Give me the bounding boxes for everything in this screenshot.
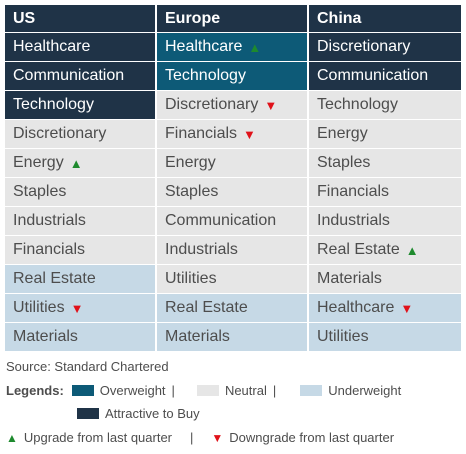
sector-label: Energy xyxy=(165,154,216,171)
column-header-europe: Europe xyxy=(157,5,307,32)
sector-cell-europe: Energy xyxy=(157,149,307,177)
legend-row-2: Attractive to Buy xyxy=(77,406,200,421)
downgrade-arrow-icon: ▼ xyxy=(211,430,224,445)
legend-separator: | xyxy=(190,430,194,445)
upgrade-arrow-icon: ▲ xyxy=(248,39,262,55)
sector-label: Real Estate xyxy=(13,270,96,287)
sector-label: Discretionary xyxy=(317,38,411,55)
sector-label: Industrials xyxy=(13,212,86,229)
column-header-china: China xyxy=(309,5,461,32)
sector-label: Utilities xyxy=(317,328,369,345)
sector-label: Financials xyxy=(165,125,238,142)
upgrade-arrow-icon: ▲ xyxy=(405,242,419,258)
sector-cell-europe: Staples xyxy=(157,178,307,206)
sector-cell-us: Real Estate xyxy=(5,265,155,293)
sector-cell-us: Financials xyxy=(5,236,155,264)
upgrade-arrow-icon: ▲ xyxy=(69,155,83,171)
sector-cell-us: Healthcare xyxy=(5,33,155,61)
sector-label: Financials xyxy=(317,183,390,200)
sector-label: Staples xyxy=(165,183,219,200)
sector-cell-us: Materials xyxy=(5,323,155,351)
sector-cell-china: Technology xyxy=(309,91,461,119)
sector-cell-china: Materials xyxy=(309,265,461,293)
sector-label: Communication xyxy=(13,67,125,84)
sector-label: Discretionary xyxy=(13,125,107,142)
sector-label: Industrials xyxy=(317,212,390,229)
sector-cell-china: Financials xyxy=(309,178,461,206)
sector-label: Real Estate xyxy=(165,299,248,316)
overweight-swatch xyxy=(71,385,94,396)
downgrade-arrow-icon: ▼ xyxy=(243,126,256,142)
sector-label: Technology xyxy=(13,96,94,113)
sector-cell-china: Healthcare ▼ xyxy=(309,294,461,322)
sector-label: Discretionary xyxy=(165,96,259,113)
attractive-swatch xyxy=(77,408,99,419)
sector-cell-europe: Utilities xyxy=(157,265,307,293)
legend-neutral: Neutral xyxy=(224,383,267,398)
sector-label: Energy xyxy=(317,125,368,142)
sector-cell-us: Communication xyxy=(5,62,155,90)
legend-underweight: Underweight xyxy=(328,383,402,398)
sector-cell-europe: Communication xyxy=(157,207,307,235)
sector-label: Materials xyxy=(165,328,230,345)
sector-label: Healthcare xyxy=(165,38,243,55)
sector-cell-us: Utilities ▼ xyxy=(5,294,155,322)
legend-row-1: Legends: Overweight | Neutral | Underwei… xyxy=(6,383,401,398)
underweight-swatch xyxy=(300,385,323,396)
legend-attractive: Attractive to Buy xyxy=(105,406,200,421)
sector-label: Financials xyxy=(13,241,86,258)
sector-cell-us: Industrials xyxy=(5,207,155,235)
sector-cell-europe: Discretionary ▼ xyxy=(157,91,307,119)
sector-cell-us: Staples xyxy=(5,178,155,206)
legend-separator: | xyxy=(272,383,277,398)
upgrade-arrow-icon: ▲ xyxy=(6,430,18,445)
sector-label: Energy xyxy=(13,154,64,171)
column-header-us: US xyxy=(5,5,155,32)
sector-label: Staples xyxy=(13,183,67,200)
sector-cell-europe: Financials ▼ xyxy=(157,120,307,148)
legend-title: Legends: xyxy=(6,383,64,398)
neutral-swatch xyxy=(196,385,219,396)
sector-label: Utilities xyxy=(13,299,65,316)
sector-cell-us: Discretionary xyxy=(5,120,155,148)
sector-cell-europe: Industrials xyxy=(157,236,307,264)
sector-label: Healthcare xyxy=(13,38,91,55)
sector-cell-china: Communication xyxy=(309,62,461,90)
sector-label: Materials xyxy=(13,328,78,345)
legend-row-3: ▲ Upgrade from last quarter | ▼ Downgrad… xyxy=(6,430,394,445)
sector-cell-us: Energy ▲ xyxy=(5,149,155,177)
legend-overweight: Overweight xyxy=(99,383,166,398)
sector-cell-us: Technology xyxy=(5,91,155,119)
sector-cell-europe: Real Estate xyxy=(157,294,307,322)
sector-label: Technology xyxy=(317,96,398,113)
sector-label: Real Estate xyxy=(317,241,400,258)
sector-cell-europe: Healthcare ▲ xyxy=(157,33,307,61)
sector-cell-china: Staples xyxy=(309,149,461,177)
sector-label: Utilities xyxy=(165,270,217,287)
sector-cell-china: Utilities xyxy=(309,323,461,351)
downgrade-arrow-icon: ▼ xyxy=(400,300,414,316)
legend-separator: | xyxy=(171,383,175,398)
sector-label: Materials xyxy=(317,270,382,287)
downgrade-arrow-icon: ▼ xyxy=(70,300,84,316)
sector-cell-china: Discretionary xyxy=(309,33,461,61)
sector-label: Communication xyxy=(317,67,429,84)
sector-cell-china: Industrials xyxy=(309,207,461,235)
sector-cell-china: Energy xyxy=(309,120,461,148)
sector-label: Technology xyxy=(165,67,246,84)
downgrade-arrow-icon: ▼ xyxy=(264,97,278,113)
sector-label: Healthcare xyxy=(317,299,395,316)
sector-label: Staples xyxy=(317,154,371,171)
sector-label: Communication xyxy=(165,212,277,229)
sector-cell-europe: Materials xyxy=(157,323,307,351)
sector-cell-china: Real Estate ▲ xyxy=(309,236,461,264)
sector-allocation-table: US Europe China Healthcare Healthcare ▲ Dis… xyxy=(5,5,461,351)
legend-upgrade: Upgrade from last quarter xyxy=(23,430,173,445)
legend-downgrade: Downgrade from last quarter xyxy=(229,430,395,445)
sector-label: Industrials xyxy=(165,241,238,258)
source-note: Source: Standard Chartered xyxy=(6,359,169,374)
sector-cell-europe: Technology xyxy=(157,62,307,90)
